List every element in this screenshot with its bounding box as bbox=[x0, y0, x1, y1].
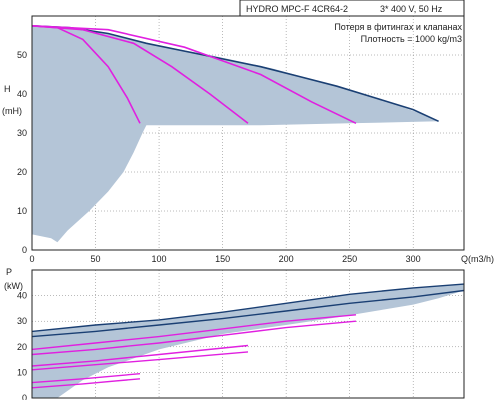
power-y-tick-label: 10 bbox=[17, 367, 27, 377]
power-y-tick-label: 0 bbox=[22, 393, 27, 400]
head-y-tick-label: 50 bbox=[17, 50, 27, 60]
head-axis-label: H bbox=[4, 84, 11, 94]
power-axis-label: P bbox=[6, 267, 12, 277]
head-y-tick-label: 0 bbox=[22, 245, 27, 255]
header-box bbox=[239, 0, 465, 17]
head-operating-envelope bbox=[32, 25, 439, 243]
flow-x-ticks: 0 50 100 150 200 250 300 bbox=[29, 254, 420, 264]
power-y-tick-label: 40 bbox=[17, 291, 27, 301]
flow-x-tick-label: 100 bbox=[152, 254, 167, 264]
power-curve-5 bbox=[31, 373, 141, 384]
power-curve-3 bbox=[31, 344, 249, 367]
power-curve-1 bbox=[31, 314, 357, 351]
power-max-curve-2 bbox=[31, 289, 465, 338]
head-y-tick-label: 30 bbox=[17, 128, 27, 138]
power-max-curve-1 bbox=[31, 283, 465, 333]
power-operating-envelope bbox=[32, 284, 464, 398]
flow-x-tick-label: 50 bbox=[91, 254, 101, 264]
flow-x-tick-label: 150 bbox=[215, 254, 230, 264]
power-y-tick-label: 20 bbox=[17, 342, 27, 352]
head-y-tick-label: 40 bbox=[17, 89, 27, 99]
power-y-tick-label: 30 bbox=[17, 316, 27, 326]
power-plot bbox=[31, 283, 465, 398]
flow-x-tick-label: 300 bbox=[406, 254, 421, 264]
head-plot bbox=[31, 25, 439, 243]
head-y-tick-label: 20 bbox=[17, 167, 27, 177]
header-model: HYDRO MPC-F 4CR64-2 bbox=[246, 4, 348, 14]
flow-x-tick-label: 200 bbox=[279, 254, 294, 264]
power-y-ticks: 0 10 20 30 40 bbox=[17, 291, 27, 400]
head-curve-3 bbox=[31, 25, 357, 125]
head-y-tick-label: 10 bbox=[17, 206, 27, 216]
head-curve-2 bbox=[31, 25, 249, 124]
power-curve-6 bbox=[31, 378, 141, 389]
power-axis-unit: (kW) bbox=[4, 281, 23, 291]
head-y-ticks: 0 10 20 30 40 50 bbox=[17, 50, 27, 255]
header-supply: 3* 400 V, 50 Hz bbox=[380, 4, 443, 14]
note-density: Плотность = 1000 kg/m3 bbox=[361, 34, 462, 44]
head-axis-unit: (mH) bbox=[2, 106, 22, 116]
flow-axis-label: Q(m3/h) bbox=[461, 254, 494, 264]
flow-x-tick-label: 250 bbox=[342, 254, 357, 264]
power-frame bbox=[31, 269, 465, 399]
head-max-curve bbox=[31, 25, 439, 123]
note-losses: Потеря в фитингах и клапанах bbox=[334, 22, 462, 32]
power-curve-2 bbox=[31, 320, 357, 356]
flow-x-tick-label: 0 bbox=[29, 254, 34, 264]
power-curve-4 bbox=[31, 351, 249, 371]
